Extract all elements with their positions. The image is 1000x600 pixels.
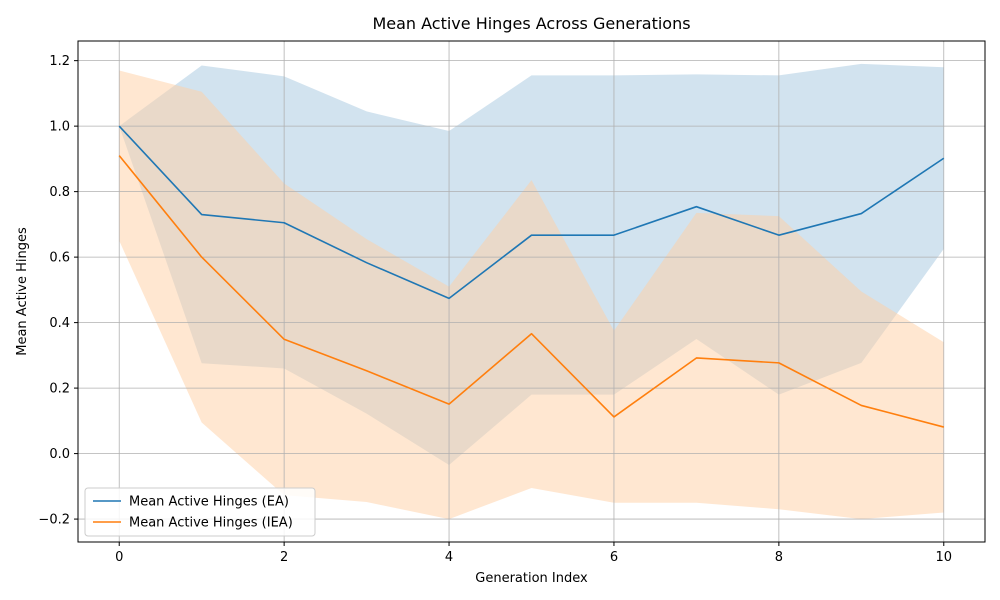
legend-box	[84, 487, 316, 537]
x-tick-label: 6	[610, 550, 618, 565]
series-line-iea	[118, 155, 944, 428]
y-tick-label: 0.4	[49, 316, 70, 331]
y-tick-label: 0.6	[49, 251, 70, 266]
axes-frame	[77, 40, 986, 543]
band-iea	[119, 70, 944, 520]
y-tick-label: 0.2	[49, 382, 70, 397]
y-axis-title: Mean Active Hinges	[15, 227, 30, 356]
x-tick-label: 2	[280, 550, 288, 565]
y-tick-label: −0.2	[38, 513, 70, 528]
x-tick-label: 10	[935, 550, 952, 565]
x-tick-label: 8	[775, 550, 783, 565]
legend: Mean Active Hinges (EA) Mean Active Hinge…	[84, 487, 316, 537]
y-tick-label: 0.8	[49, 185, 70, 200]
y-tick-label: 0.0	[49, 447, 70, 462]
x-axis-title: Generation Index	[475, 571, 588, 586]
legend-label-ea: Mean Active Hinges (EA)	[129, 495, 289, 510]
series-line-ea	[118, 125, 945, 300]
y-tick-label: 1.0	[49, 120, 70, 135]
x-tick-label: 0	[115, 550, 123, 565]
grid-lines	[78, 41, 985, 542]
axis-ticks: 0 2 4 6 8 10 −0.2 0.0 0.2 0.4 0.6 0.8 1.0 1.2	[38, 54, 952, 565]
legend-label-iea: Mean Active Hinges (IEA)	[129, 516, 293, 531]
chart-title: Mean Active Hinges Across Generations	[372, 14, 690, 33]
series-lines	[118, 125, 945, 428]
x-tick-label: 4	[445, 550, 453, 565]
confidence-bands	[119, 63, 944, 520]
y-tick-label: 1.2	[49, 54, 70, 69]
